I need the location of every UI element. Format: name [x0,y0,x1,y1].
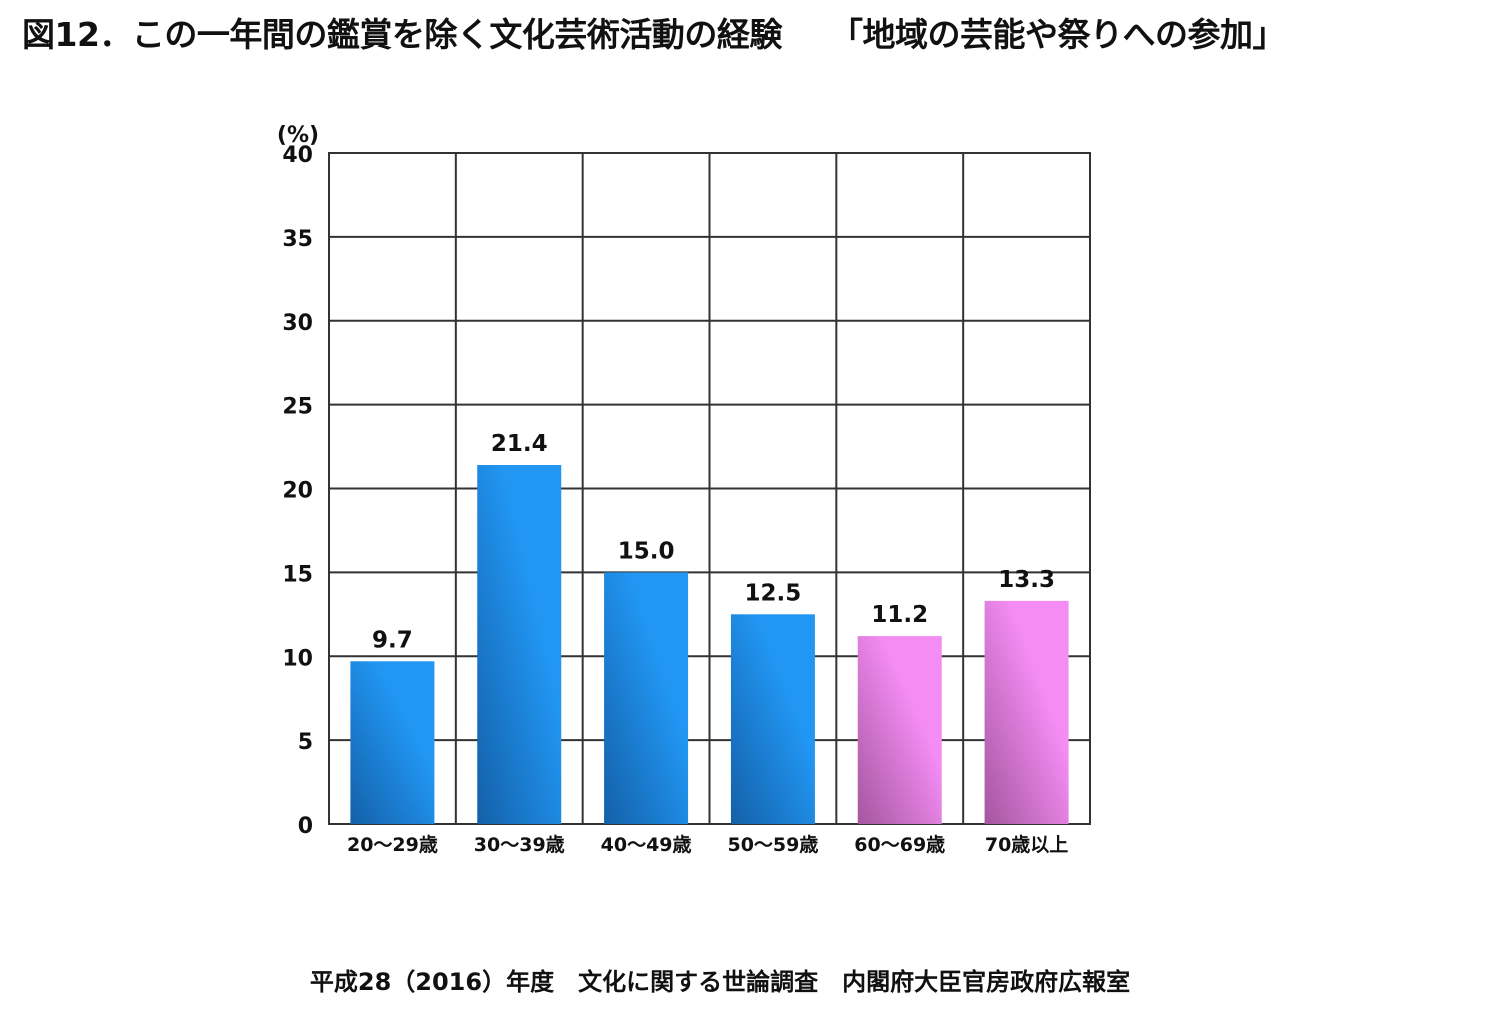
y-axis-unit-label: (%) [277,123,319,148]
y-tick-label: 10 [282,646,313,671]
y-tick-label: 15 [282,562,313,587]
x-tick-label: 50～59歳 [727,834,818,856]
chart-title: 図12．この一年間の鑑賞を除く文化芸術活動の経験 「地域の芸能や祭りへの参加」 [22,8,1285,56]
bar [604,572,689,824]
y-tick-label: 35 [282,227,313,252]
source-note: 平成28（2016）年度 文化に関する世論調査 内閣府大臣官房政府広報室 [309,968,1131,996]
bar [984,600,1069,824]
x-tick-label: 30～39歳 [474,834,565,856]
x-tick-label: 70歳以上 [985,834,1068,856]
bar [350,661,435,824]
bar [857,636,942,824]
data-label: 11.2 [871,602,928,628]
y-tick-label: 40 [282,143,313,168]
data-label: 21.4 [491,431,548,457]
subtitle-text: 「地域の芸能や祭りへの参加」 [829,15,1286,54]
title-text: 図12．この一年間の鑑賞を除く文化芸術活動の経験 [22,15,782,54]
y-tick-label: 25 [282,395,313,420]
x-tick-label: 40～49歳 [601,834,692,856]
x-tick-label: 20～29歳 [347,834,438,856]
data-label: 15.0 [618,538,675,564]
bar [477,465,562,824]
y-tick-label: 20 [282,479,313,504]
data-label: 13.3 [998,567,1055,593]
data-label: 9.7 [372,627,413,653]
data-label: 12.5 [745,580,802,606]
x-tick-label: 60～69歳 [854,834,945,856]
y-tick-label: 5 [298,730,313,755]
y-tick-label: 0 [298,814,313,839]
bar [730,614,815,824]
y-tick-label: 30 [282,311,313,336]
